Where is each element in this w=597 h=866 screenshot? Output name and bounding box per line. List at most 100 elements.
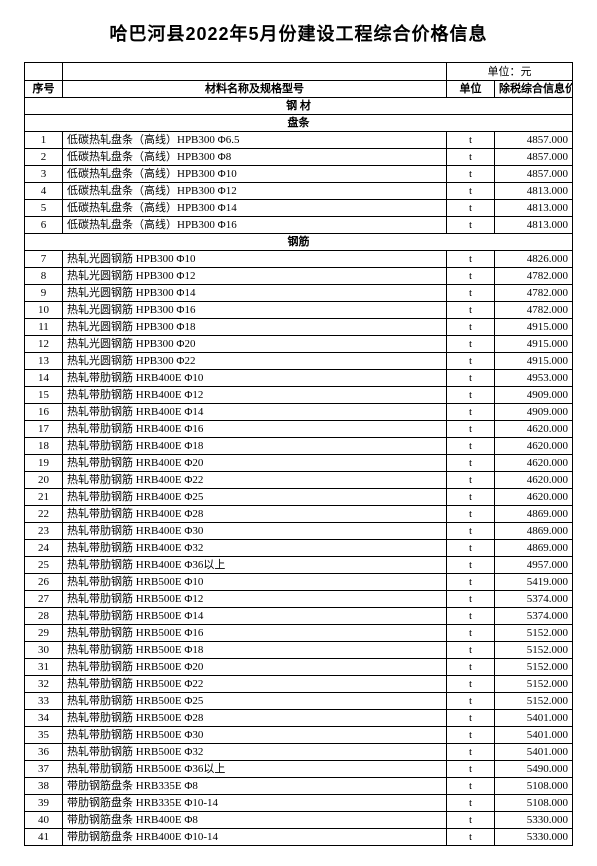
cell-price: 4620.000	[495, 489, 573, 506]
cell-unit: t	[447, 370, 495, 387]
table-row: 21热轧带肋钢筋 HRB400E Φ25t4620.000	[25, 489, 573, 506]
table-row: 38带肋钢筋盘条 HRB335E Φ8t5108.000	[25, 778, 573, 795]
cell-price: 4782.000	[495, 302, 573, 319]
cell-seq: 25	[25, 557, 63, 574]
cell-seq: 1	[25, 132, 63, 149]
cell-unit: t	[447, 727, 495, 744]
cell-name: 热轧带肋钢筋 HRB500E Φ36以上	[63, 761, 447, 778]
cell-seq: 35	[25, 727, 63, 744]
table-row: 35热轧带肋钢筋 HRB500E Φ30t5401.000	[25, 727, 573, 744]
cell-unit: t	[447, 149, 495, 166]
cell-name: 热轧带肋钢筋 HRB400E Φ14	[63, 404, 447, 421]
cell-price: 4857.000	[495, 149, 573, 166]
table-row: 11热轧光圆钢筋 HPB300 Φ18t4915.000	[25, 319, 573, 336]
cell-price: 5152.000	[495, 642, 573, 659]
cell-unit: t	[447, 591, 495, 608]
cell-unit: t	[447, 761, 495, 778]
cell-unit: t	[447, 421, 495, 438]
cell-price: 4813.000	[495, 217, 573, 234]
cell-seq: 29	[25, 625, 63, 642]
table-row: 18热轧带肋钢筋 HRB400E Φ18t4620.000	[25, 438, 573, 455]
cell-unit: t	[447, 251, 495, 268]
cell-seq: 21	[25, 489, 63, 506]
blank-top-mid	[63, 63, 447, 81]
cell-unit: t	[447, 166, 495, 183]
cell-price: 5419.000	[495, 574, 573, 591]
cell-name: 热轧光圆钢筋 HPB300 Φ12	[63, 268, 447, 285]
cell-seq: 10	[25, 302, 63, 319]
cell-price: 4953.000	[495, 370, 573, 387]
cell-name: 低碳热轧盘条（高线）HPB300 Φ14	[63, 200, 447, 217]
table-row: 30热轧带肋钢筋 HRB500E Φ18t5152.000	[25, 642, 573, 659]
cell-name: 热轧带肋钢筋 HRB400E Φ20	[63, 455, 447, 472]
cell-name: 热轧带肋钢筋 HRB500E Φ18	[63, 642, 447, 659]
table-row: 17热轧带肋钢筋 HRB400E Φ16t4620.000	[25, 421, 573, 438]
cell-name: 热轧带肋钢筋 HRB400E Φ18	[63, 438, 447, 455]
cell-name: 热轧带肋钢筋 HRB500E Φ20	[63, 659, 447, 676]
cell-unit: t	[447, 200, 495, 217]
cell-name: 热轧带肋钢筋 HRB400E Φ25	[63, 489, 447, 506]
cell-seq: 30	[25, 642, 63, 659]
cell-name: 低碳热轧盘条（高线）HPB300 Φ16	[63, 217, 447, 234]
cell-unit: t	[447, 795, 495, 812]
cell-seq: 8	[25, 268, 63, 285]
table-row: 39带肋钢筋盘条 HRB335E Φ10-14t5108.000	[25, 795, 573, 812]
cell-price: 5152.000	[495, 625, 573, 642]
cell-unit: t	[447, 285, 495, 302]
cell-name: 低碳热轧盘条（高线）HPB300 Φ10	[63, 166, 447, 183]
cell-price: 4909.000	[495, 387, 573, 404]
cell-name: 热轧带肋钢筋 HRB500E Φ14	[63, 608, 447, 625]
cell-seq: 24	[25, 540, 63, 557]
table-row: 1低碳热轧盘条（高线）HPB300 Φ6.5t4857.000	[25, 132, 573, 149]
cell-seq: 27	[25, 591, 63, 608]
cell-price: 5330.000	[495, 812, 573, 829]
table-row: 6低碳热轧盘条（高线）HPB300 Φ16t4813.000	[25, 217, 573, 234]
cell-unit: t	[447, 353, 495, 370]
cell-unit: t	[447, 438, 495, 455]
cell-seq: 23	[25, 523, 63, 540]
cell-seq: 34	[25, 710, 63, 727]
cell-unit: t	[447, 812, 495, 829]
cell-unit: t	[447, 608, 495, 625]
cell-name: 热轧光圆钢筋 HPB300 Φ22	[63, 353, 447, 370]
table-row: 24热轧带肋钢筋 HRB400E Φ32t4869.000	[25, 540, 573, 557]
cell-price: 5374.000	[495, 608, 573, 625]
cell-price: 5330.000	[495, 829, 573, 846]
cell-seq: 11	[25, 319, 63, 336]
cell-name: 低碳热轧盘条（高线）HPB300 Φ8	[63, 149, 447, 166]
table-row: 15热轧带肋钢筋 HRB400E Φ12t4909.000	[25, 387, 573, 404]
cell-price: 4857.000	[495, 132, 573, 149]
cell-seq: 7	[25, 251, 63, 268]
table-row: 37热轧带肋钢筋 HRB500E Φ36以上t5490.000	[25, 761, 573, 778]
table-row: 36热轧带肋钢筋 HRB500E Φ32t5401.000	[25, 744, 573, 761]
cell-price: 4869.000	[495, 540, 573, 557]
section-row: 盘条	[25, 115, 573, 132]
cell-unit: t	[447, 778, 495, 795]
cell-name: 低碳热轧盘条（高线）HPB300 Φ6.5	[63, 132, 447, 149]
table-row: 4低碳热轧盘条（高线）HPB300 Φ12t4813.000	[25, 183, 573, 200]
section-label: 钢筋	[25, 234, 573, 251]
table-row: 33热轧带肋钢筋 HRB500E Φ25t5152.000	[25, 693, 573, 710]
cell-seq: 14	[25, 370, 63, 387]
table-row: 27热轧带肋钢筋 HRB500E Φ12t5374.000	[25, 591, 573, 608]
cell-unit: t	[447, 523, 495, 540]
cell-price: 5152.000	[495, 659, 573, 676]
table-row: 8热轧光圆钢筋 HPB300 Φ12t4782.000	[25, 268, 573, 285]
group-label: 钢 材	[25, 98, 573, 115]
cell-seq: 2	[25, 149, 63, 166]
cell-seq: 38	[25, 778, 63, 795]
table-row: 5低碳热轧盘条（高线）HPB300 Φ14t4813.000	[25, 200, 573, 217]
cell-name: 热轧带肋钢筋 HRB400E Φ28	[63, 506, 447, 523]
table-row: 10热轧光圆钢筋 HPB300 Φ16t4782.000	[25, 302, 573, 319]
cell-name: 热轧带肋钢筋 HRB500E Φ32	[63, 744, 447, 761]
table-row: 23热轧带肋钢筋 HRB400E Φ30t4869.000	[25, 523, 573, 540]
cell-unit: t	[447, 404, 495, 421]
cell-price: 4813.000	[495, 200, 573, 217]
table-row: 9热轧光圆钢筋 HPB300 Φ14t4782.000	[25, 285, 573, 302]
cell-unit: t	[447, 574, 495, 591]
cell-price: 5401.000	[495, 727, 573, 744]
cell-price: 4857.000	[495, 166, 573, 183]
table-row: 19热轧带肋钢筋 HRB400E Φ20t4620.000	[25, 455, 573, 472]
cell-seq: 19	[25, 455, 63, 472]
table-row: 16热轧带肋钢筋 HRB400E Φ14t4909.000	[25, 404, 573, 421]
